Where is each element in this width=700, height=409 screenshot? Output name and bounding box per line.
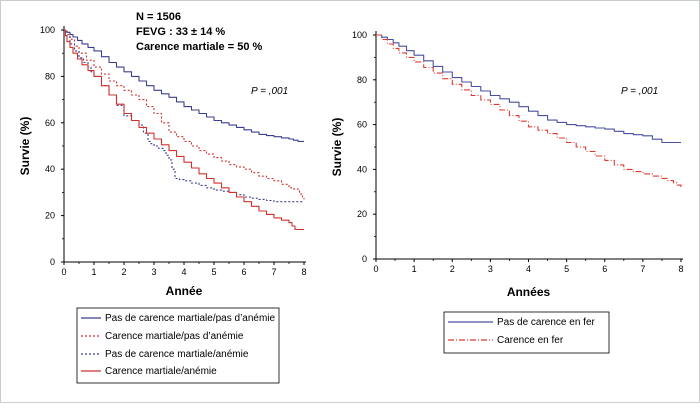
legend-box [76,307,280,384]
y-tick-label: 40 [357,164,367,174]
annotation-3: Carence martiale = 50 % [136,41,262,53]
series-line-1 [376,34,681,144]
x-axis-label: Années [507,285,551,299]
x-tick-label: 5 [564,264,569,274]
legend-label-4: Carence martiale/anémie [105,366,217,377]
x-tick-label: 8 [678,264,683,274]
y-tick-label: 0 [50,257,55,267]
y-tick-label: 80 [45,71,55,81]
x-tick-label: 2 [121,267,126,277]
y-axis-label: Survie (%) [18,117,32,176]
x-tick-label: 1 [412,264,417,274]
x-tick-label: 3 [151,267,156,277]
x-tick-label: 4 [181,267,186,277]
y-tick-label: 20 [45,211,55,221]
series-line-4 [64,29,304,231]
x-tick-label: 7 [271,267,276,277]
y-tick-label: 60 [357,120,367,130]
x-tick-label: 3 [488,264,493,274]
legend-label-3: Pas de carence martiale/anémie [105,349,249,360]
legend-label-1: Pas de carence en fer [497,317,596,328]
y-axis-label: Survie (%) [330,118,344,177]
x-tick-label: 6 [602,264,607,274]
series-line-1 [64,29,304,142]
y-tick-label: 100 [352,30,367,40]
series-line-3 [64,29,304,203]
legend-label-1: Pas de carence martiale/pas d’anémie [105,313,276,324]
y-tick-label: 100 [40,25,55,35]
x-tick-label: 2 [450,264,455,274]
x-tick-label: 0 [61,267,66,277]
x-tick-label: 5 [211,267,216,277]
x-tick-label: 0 [373,264,378,274]
y-tick-label: 0 [362,254,367,264]
x-tick-label: 8 [301,267,306,277]
y-tick-label: 80 [357,75,367,85]
x-tick-label: 4 [526,264,531,274]
p-value-label: P = ,001 [251,86,288,97]
p-value-label: P = ,001 [621,86,658,97]
y-tick-label: 60 [45,118,55,128]
annotation-1: N = 1506 [136,11,181,23]
y-tick-label: 40 [45,164,55,174]
y-tick-label: 20 [357,209,367,219]
legend-label-2: Carence en fer [497,335,564,346]
series-line-2 [376,34,682,188]
legend-box [443,311,610,354]
x-tick-label: 6 [241,267,246,277]
x-tick-label: 7 [640,264,645,274]
x-axis-label: Année [166,284,203,298]
x-tick-label: 1 [91,267,96,277]
annotation-2: FEVG : 33 ± 14 % [136,26,225,38]
series-line-2 [64,29,305,200]
legend-label-2: Carence martiale/pas d’anémie [105,331,244,342]
